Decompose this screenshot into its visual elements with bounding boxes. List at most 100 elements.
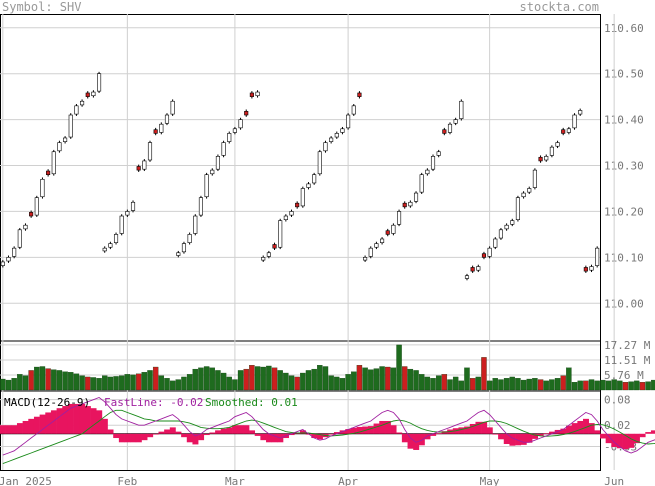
macd-histogram-bar (62, 406, 69, 434)
volume-bar (243, 368, 249, 391)
plot-frame (0, 14, 601, 471)
candle-body (125, 211, 130, 216)
macd-histogram-bar (350, 427, 357, 434)
price-tick-label: 110.50 (604, 68, 644, 81)
volume-bar (396, 344, 402, 391)
x-tick-label: May (480, 475, 500, 486)
volume-bar (266, 365, 272, 391)
candle-body (504, 224, 509, 230)
volume-bar (39, 366, 46, 391)
candle-body (323, 142, 328, 152)
macd-histogram-bar (345, 429, 352, 434)
macd-histogram-bar (464, 426, 471, 434)
candle-body (351, 105, 356, 115)
macd-histogram-bar (333, 432, 340, 434)
macd-histogram-bar (458, 427, 465, 434)
candle-body (34, 197, 39, 216)
macd-smoothed-line (2, 409, 655, 465)
volume-bar (215, 370, 221, 391)
macd-histogram-bar (622, 433, 629, 450)
macd-histogram-bar (520, 433, 527, 445)
macd-fast-label: FastLine: -0.02 (104, 396, 203, 409)
candle-body (510, 220, 515, 225)
candle-body (306, 183, 311, 188)
x-tick-label: Feb (117, 475, 137, 486)
price-tick-label: 110.10 (604, 251, 644, 264)
macd-histogram-bar (22, 420, 29, 434)
macd-histogram-bar (135, 433, 142, 443)
volume-bar (520, 379, 527, 391)
macd-histogram-bar (215, 430, 222, 434)
volume-bar (594, 380, 600, 391)
candle-body (238, 119, 243, 129)
macd-histogram-bar (226, 427, 233, 434)
volume-bar (51, 369, 57, 391)
volume-bar (198, 367, 204, 391)
volume-bar (141, 372, 148, 391)
candle-body (255, 91, 260, 97)
candle-body (266, 252, 271, 257)
candle-body (119, 215, 124, 234)
macd-histogram-bar (130, 433, 137, 443)
macd-histogram-bar (107, 429, 114, 434)
volume-bar (294, 376, 300, 391)
macd-tick-label: 0.08 (604, 394, 631, 407)
volume-bar (526, 378, 532, 391)
volume-bar (498, 379, 504, 391)
macd-histogram-bar (164, 429, 171, 434)
candle-body (357, 92, 362, 97)
volume-bar (543, 380, 549, 391)
macd-histogram-bar (50, 410, 57, 434)
candle-body (413, 192, 419, 202)
macd-histogram-bar (249, 430, 256, 434)
macd-histogram-bar (401, 433, 408, 443)
candle-body (147, 142, 153, 161)
macd-histogram-bar (152, 433, 159, 435)
volume-bar (300, 372, 306, 391)
volume-bar (34, 366, 40, 391)
macd-histogram-bar (594, 430, 601, 434)
candle-body (419, 174, 424, 193)
volume-tick-label: 5.76 M (604, 369, 644, 382)
volume-bar (175, 379, 181, 391)
volume-bar (22, 375, 29, 391)
volume-bar (226, 376, 232, 391)
macd-histogram-bar (169, 427, 176, 434)
macd-histogram-bar (28, 418, 35, 434)
volume-bar (458, 380, 465, 391)
macd-histogram-bar (435, 433, 442, 435)
candle-body (6, 257, 11, 262)
volume-bar (113, 376, 119, 391)
macd-histogram-bar (509, 433, 516, 446)
volume-bar (152, 366, 159, 391)
candle-body (57, 142, 62, 152)
volume-bar (611, 379, 617, 391)
volume-bar (85, 376, 91, 391)
volume-bar (90, 377, 97, 391)
volume-bar (554, 378, 561, 391)
volume-bar (566, 367, 572, 391)
candle-body (346, 114, 351, 129)
candle-body (142, 160, 147, 170)
candle-body (295, 202, 300, 208)
macd-histogram-bar (503, 433, 510, 444)
volume-bar (583, 380, 589, 391)
candle-body (300, 188, 305, 207)
macd-histogram-bar (311, 433, 318, 439)
macd-histogram-bar (198, 433, 205, 441)
x-tick-label: Apr (338, 475, 358, 486)
candle-body (210, 169, 215, 175)
candle-body (113, 234, 119, 243)
candle-body (312, 174, 317, 184)
macd-fast-line (2, 396, 655, 456)
candle-body (102, 247, 107, 252)
volume-bar (237, 370, 244, 391)
candle-body (221, 142, 226, 156)
price-tick-label: 110.20 (604, 205, 644, 218)
macd-histogram-bar (571, 423, 578, 434)
volume-bar (634, 380, 640, 391)
volume-bar (328, 375, 334, 391)
candle-body (391, 224, 396, 234)
brand-link[interactable]: stockta.com (519, 0, 599, 14)
volume-bar (532, 378, 538, 391)
